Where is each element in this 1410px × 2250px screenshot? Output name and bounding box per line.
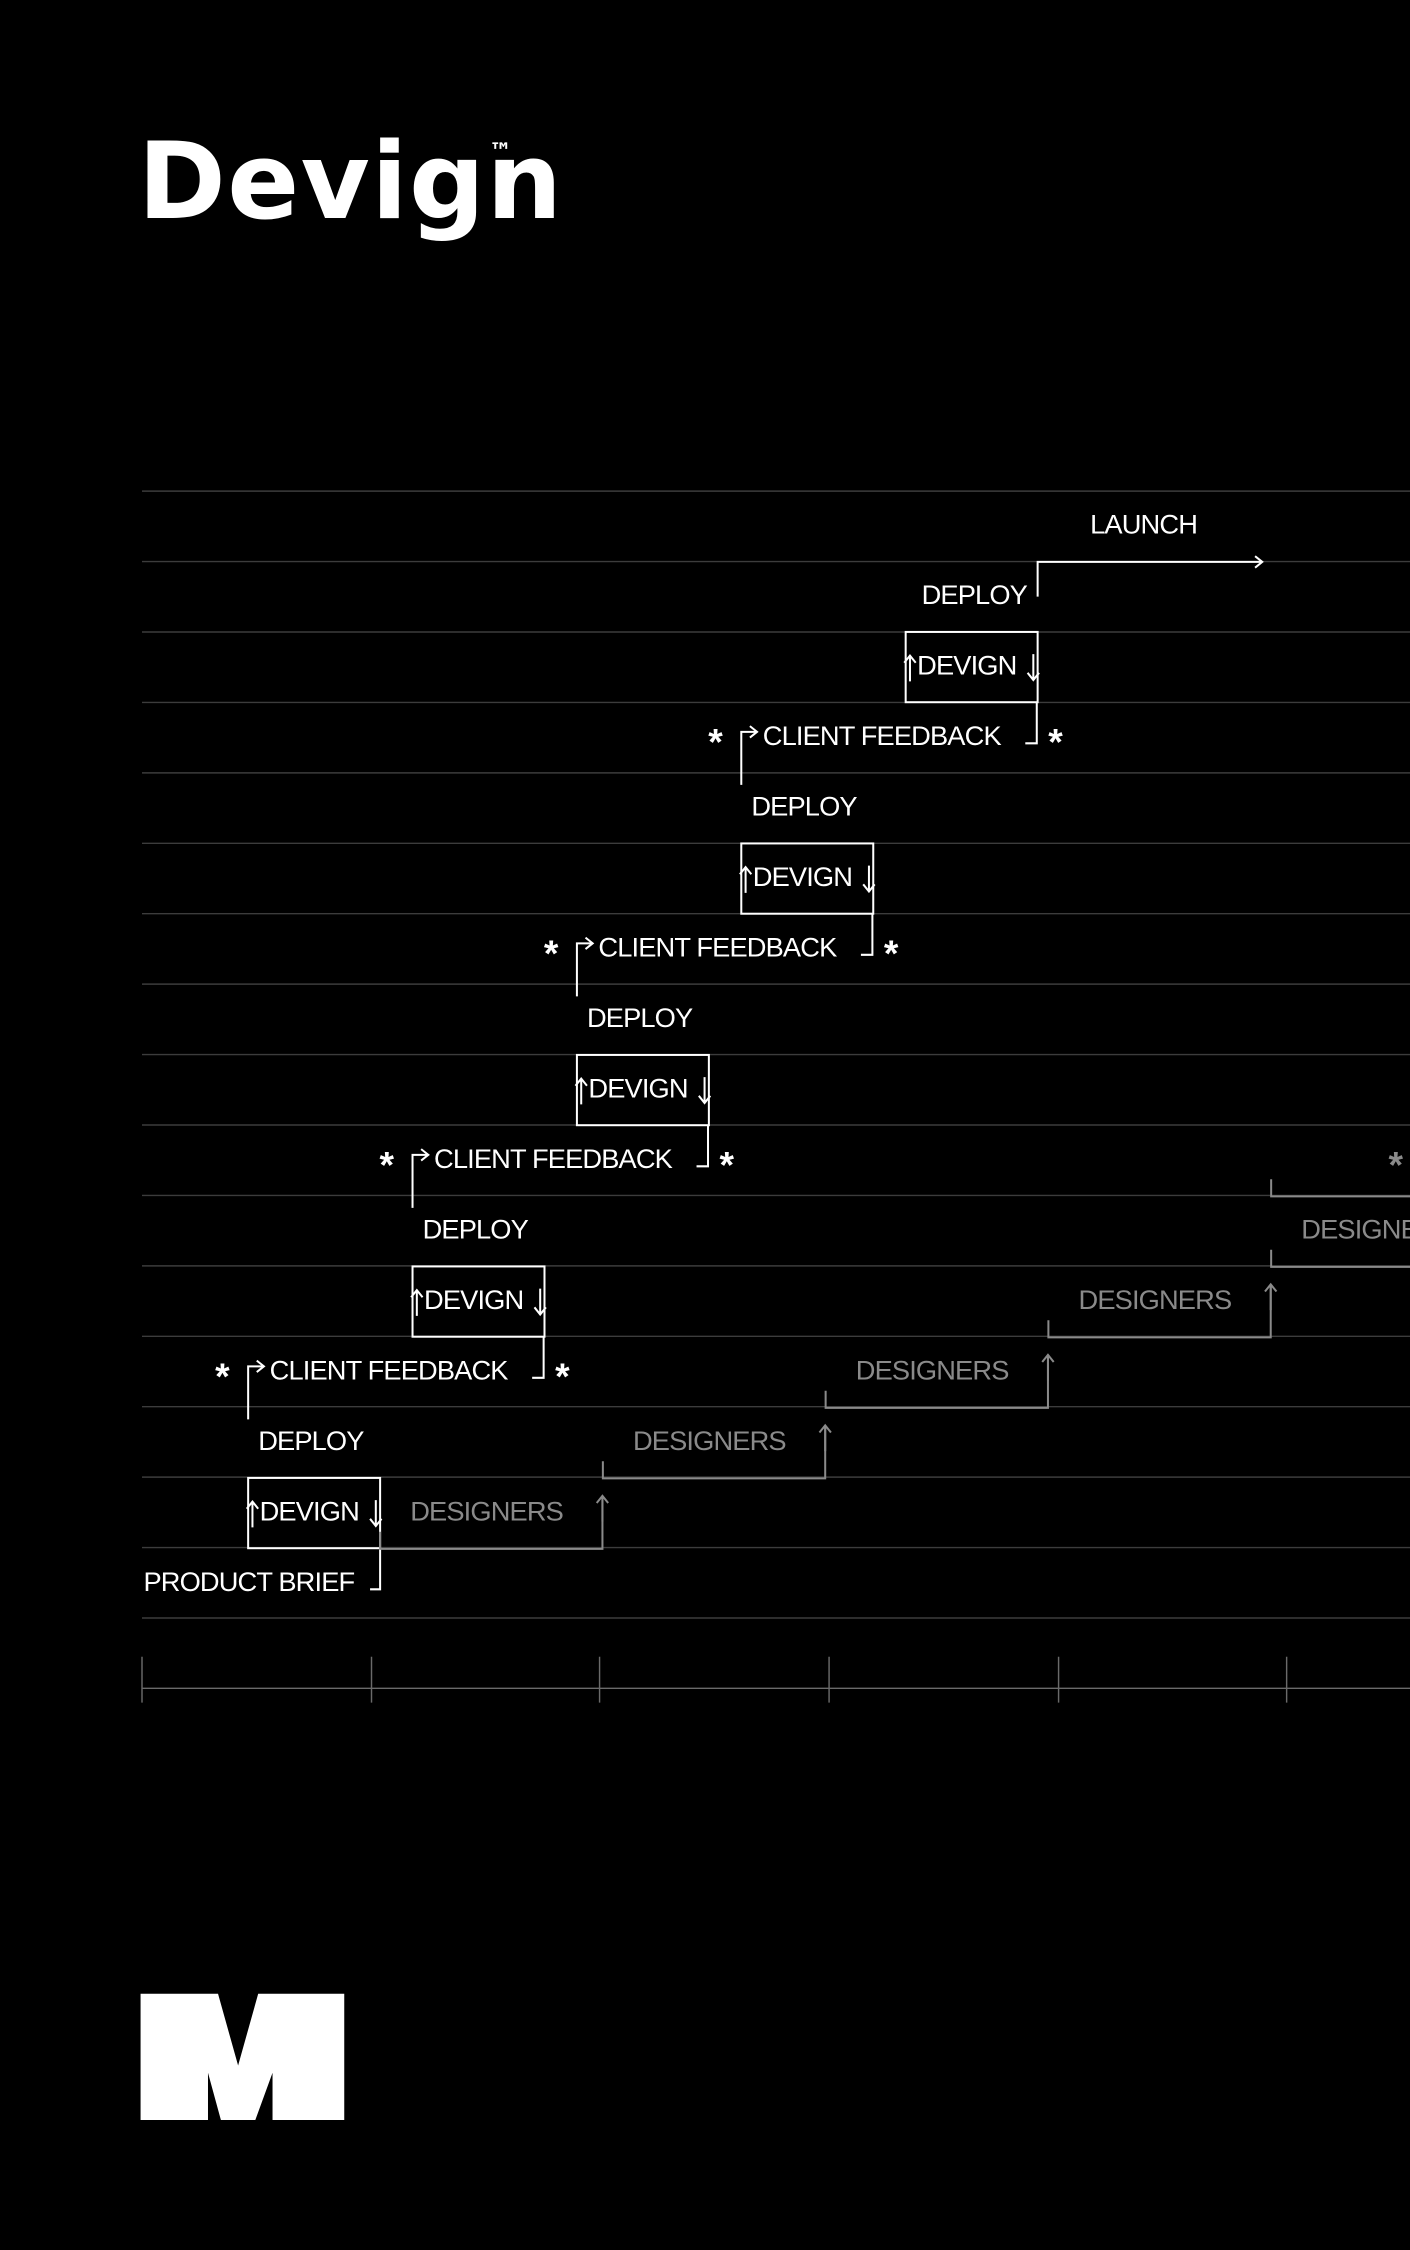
connector <box>601 1425 827 1480</box>
step-label: DEPLOY <box>258 1425 364 1456</box>
arrow-up <box>410 1288 424 1316</box>
connector <box>532 1336 545 1379</box>
logo-mark: ™ <box>489 139 511 165</box>
devign-box <box>575 1053 710 1127</box>
arrow-right <box>749 725 759 739</box>
arrow-up <box>574 1076 588 1105</box>
connector <box>411 1153 429 1208</box>
connector <box>1270 1249 1410 1268</box>
designers-label: DESIGNERS <box>633 1425 786 1456</box>
asterisk: * <box>380 1144 395 1186</box>
arrow-up <box>595 1494 609 1522</box>
connector <box>1047 1284 1272 1339</box>
designers-label: DESIGNERS <box>410 1495 563 1526</box>
arrow-up <box>1041 1353 1055 1381</box>
asterisk: * <box>215 1355 230 1397</box>
arrow-up <box>739 865 753 893</box>
asterisk: * <box>719 1144 734 1186</box>
step-label: PRODUCT BRIEF <box>143 1566 354 1597</box>
asterisk: * <box>1388 1144 1403 1186</box>
connector <box>247 1365 264 1420</box>
step-label: LAUNCH <box>1090 508 1197 539</box>
devign-box <box>904 630 1039 704</box>
step-label: DEVIGN <box>260 1495 359 1526</box>
arrow-right <box>584 936 595 950</box>
arrow-down <box>698 1077 712 1105</box>
arrow-down <box>533 1288 547 1317</box>
designers-label: DESIGNERS <box>856 1354 1009 1385</box>
connector <box>379 1495 604 1550</box>
arrow-down <box>369 1500 383 1528</box>
step-label: DEVIGN <box>753 861 852 892</box>
connector <box>575 942 593 997</box>
step-label: DEPLOY <box>751 790 857 821</box>
designers-label: DESIGNERS <box>1079 1284 1232 1315</box>
arrow-up <box>1264 1282 1278 1311</box>
arrow-down <box>1026 654 1040 682</box>
step-label: DEVIGN <box>588 1072 687 1103</box>
step-label: CLIENT FEEDBACK <box>270 1354 509 1385</box>
asterisk: * <box>884 932 899 974</box>
step-label: DEVIGN <box>424 1284 523 1315</box>
step-label: DEPLOY <box>423 1213 529 1244</box>
asterisk: * <box>544 932 559 974</box>
arrow-right <box>1254 555 1264 569</box>
designers-label: DESIGNERS <box>1301 1213 1410 1244</box>
step-label: DEVIGN <box>917 649 1016 680</box>
arrow-right <box>256 1359 266 1373</box>
step-label: DEPLOY <box>587 1002 693 1033</box>
step-label: DEPLOY <box>922 579 1028 610</box>
step-label: CLIENT FEEDBACK <box>598 931 837 962</box>
arrow-right <box>420 1148 430 1162</box>
asterisk: * <box>708 721 723 763</box>
arrow-up <box>245 1499 259 1528</box>
connector <box>370 1548 382 1591</box>
asterisk: * <box>555 1355 570 1397</box>
m-logo <box>140 1993 345 2121</box>
connector <box>1270 1179 1410 1198</box>
devign-box <box>247 1476 382 1550</box>
connector <box>824 1354 1049 1409</box>
connector <box>1036 560 1263 597</box>
asterisk: * <box>1048 721 1063 763</box>
devign-box <box>740 842 875 915</box>
connector <box>696 1124 710 1168</box>
arrow-up <box>903 653 917 682</box>
arrow-up <box>818 1423 832 1452</box>
arrow-down <box>862 865 876 894</box>
connector <box>860 913 874 956</box>
m-shape <box>140 1993 345 2121</box>
devign-box <box>411 1265 546 1338</box>
step-label: CLIENT FEEDBACK <box>434 1143 673 1174</box>
step-label: CLIENT FEEDBACK <box>763 720 1002 751</box>
logo-name: Devign <box>138 120 564 244</box>
connector <box>1025 701 1038 745</box>
connector <box>740 730 758 785</box>
